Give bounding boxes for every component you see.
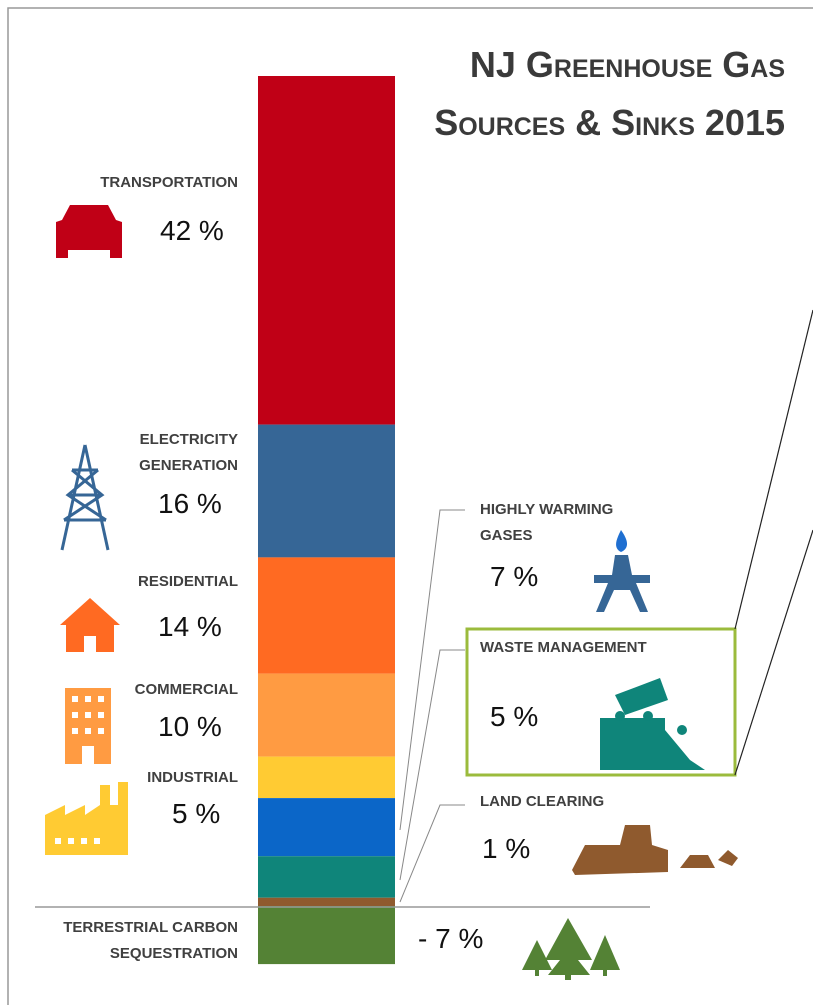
value-label: 1 % — [482, 833, 531, 864]
leader-line — [399, 509, 465, 831]
value-label: 7 % — [490, 561, 539, 592]
value-label: 14 % — [158, 611, 222, 642]
category-label: RESIDENTIAL — [137, 573, 238, 590]
bar-segment — [258, 673, 395, 757]
tower-icon — [60, 444, 110, 551]
value-label: - 7 % — [418, 923, 484, 954]
leader-line — [399, 649, 465, 881]
bar-segment — [258, 424, 395, 558]
factory-icon — [45, 782, 128, 855]
building-icon — [65, 688, 111, 764]
flare-icon — [594, 530, 650, 612]
bar-segment — [258, 76, 395, 425]
title: NJ Greenhouse Gas Sources & Sinks 2015 — [434, 44, 785, 143]
leader-lines — [399, 509, 465, 903]
bar-segment — [258, 756, 395, 799]
category-label: COMMERCIAL — [134, 681, 238, 698]
zoom-line — [734, 529, 813, 776]
bar-segment — [258, 856, 395, 898]
bar-segment — [258, 897, 395, 906]
zoom-line — [734, 309, 813, 630]
value-label: 42 % — [160, 215, 224, 246]
category-label: WASTE MANAGEMENT — [480, 639, 647, 656]
bar-segment — [258, 906, 395, 965]
category-label: ELECTRICITY GENERATION — [139, 431, 238, 474]
category-label: TRANSPORTATION — [100, 174, 238, 191]
category-label: HIGHLY WARMING GASES — [480, 501, 614, 544]
trees-icon — [522, 918, 620, 980]
house-icon — [60, 598, 120, 652]
bar-segment — [258, 557, 395, 674]
category-label: TERRESTRIAL CARBON SEQUESTRATION — [63, 919, 238, 962]
bar-segment — [258, 798, 395, 857]
value-label: 5 % — [490, 701, 539, 732]
value-label: 5 % — [172, 798, 221, 829]
highlight-box — [465, 627, 737, 777]
category-label: LAND CLEARING — [480, 793, 605, 810]
bulldozer-icon — [572, 825, 738, 875]
truck-icon — [600, 678, 705, 770]
frame — [7, 7, 813, 1005]
value-label: 16 % — [158, 488, 222, 519]
car-icon — [56, 205, 122, 258]
category-label: INDUSTRIAL — [147, 769, 238, 786]
value-label: 10 % — [158, 711, 222, 742]
leader-line — [399, 804, 465, 903]
